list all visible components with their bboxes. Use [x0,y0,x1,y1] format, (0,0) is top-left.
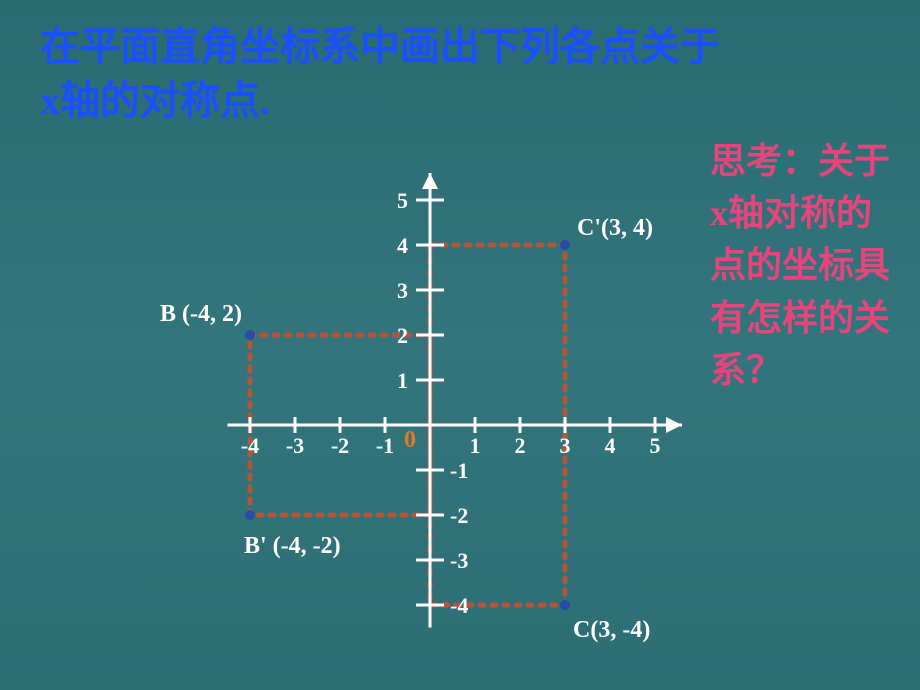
point-B [245,330,255,340]
x-tick-label: 2 [515,433,526,458]
point-label-B: B (-4, 2) [160,301,242,327]
point-Cp [560,240,570,250]
x-tick-label: 4 [605,433,616,458]
x-tick-label: 1 [470,433,481,458]
point-C [560,600,570,610]
y-tick-label: -1 [450,458,468,483]
x-tick-label: -1 [376,433,394,458]
point-Bp [245,510,255,520]
x-tick-label: -2 [331,433,349,458]
y-tick-label: 3 [397,278,408,303]
x-tick-label: -3 [286,433,304,458]
point-label-Cp: C'(3, 4) [577,215,653,241]
y-tick-label: 2 [397,323,408,348]
y-tick-label: -2 [450,503,468,528]
x-axis-arrow [666,417,682,433]
y-tick-label: 4 [397,233,408,258]
y-tick-label: 5 [397,188,408,213]
origin-label: 0 [404,427,416,453]
y-tick-label: -4 [450,593,468,618]
x-tick-label: 3 [560,433,571,458]
point-label-Bp: B' (-4, -2) [244,533,341,559]
y-tick-label: 1 [397,368,408,393]
point-label-C: C(3, -4) [573,617,650,643]
thinking-question: 思考：关于x轴对称的点的坐标具有怎样的关系？ [710,135,895,396]
y-tick-label: -3 [450,548,468,573]
slide-title: 在平面直角坐标系中画出下列各点关于x轴的对称点. [40,20,720,128]
x-tick-label: -4 [241,433,259,458]
y-axis-arrow [422,173,438,189]
coordinate-chart: -4-3-2-112345-4-3-2-1123450B (-4, 2)B' (… [150,160,710,670]
x-tick-label: 5 [650,433,661,458]
